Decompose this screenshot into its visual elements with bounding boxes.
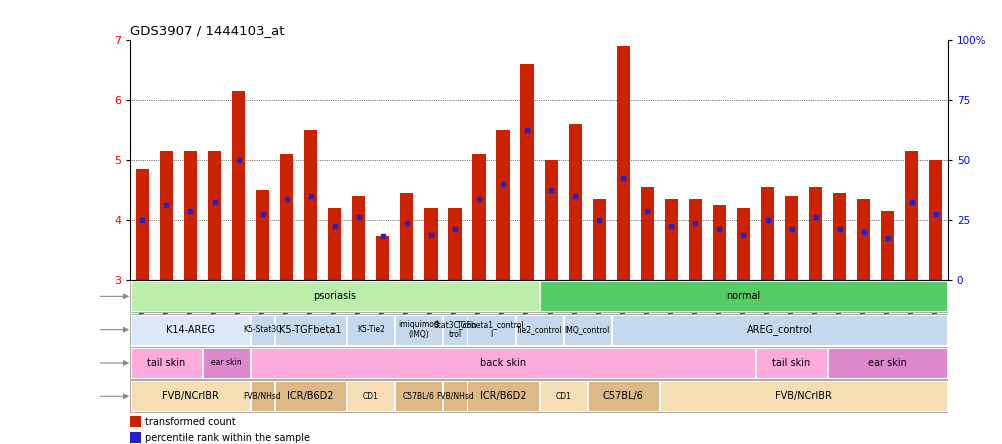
Text: IMQ_control: IMQ_control [564, 325, 609, 334]
Bar [376, 236, 389, 280]
Bar [467, 381, 538, 411]
Text: TGFbeta1_control
l: TGFbeta1_control l [457, 320, 524, 339]
Bar [207, 151, 220, 280]
Bar [250, 348, 755, 378]
Text: ICR/B6D2: ICR/B6D2 [479, 391, 526, 401]
Bar [395, 381, 442, 411]
Bar [256, 190, 269, 280]
Bar [496, 130, 509, 280]
Bar [280, 154, 293, 280]
Bar [250, 315, 274, 345]
Text: K5-Stat3C: K5-Stat3C [243, 325, 282, 334]
Bar [352, 196, 365, 280]
Text: CD1: CD1 [555, 392, 570, 401]
Bar [275, 381, 346, 411]
Bar [640, 187, 653, 280]
Bar [664, 199, 677, 280]
Text: FVB/NCrIBR: FVB/NCrIBR [775, 391, 832, 401]
Bar [568, 124, 581, 280]
Bar [135, 169, 149, 280]
Bar [712, 205, 725, 280]
Bar [130, 416, 141, 427]
Bar [347, 315, 394, 345]
Bar [130, 281, 538, 311]
Bar [443, 381, 466, 411]
Text: normal: normal [725, 291, 760, 301]
Bar [448, 208, 461, 280]
Text: FVB/NHsd: FVB/NHsd [243, 392, 282, 401]
Bar [809, 187, 822, 280]
Bar [736, 208, 749, 280]
Bar [928, 160, 942, 280]
Bar [659, 381, 947, 411]
Bar [833, 193, 846, 280]
Bar [202, 348, 249, 378]
Text: tail skin: tail skin [772, 358, 810, 368]
Bar [539, 281, 947, 311]
Text: tail skin: tail skin [147, 358, 185, 368]
Text: FVB/NHsd: FVB/NHsd [436, 392, 473, 401]
Bar [688, 199, 701, 280]
Bar [130, 315, 249, 345]
Text: K5-TGFbeta1: K5-TGFbeta1 [280, 325, 342, 335]
Bar [472, 154, 485, 280]
Bar [159, 151, 173, 280]
Text: ear skin: ear skin [211, 358, 241, 368]
Bar [395, 315, 442, 345]
Text: Tie2_control: Tie2_control [515, 325, 562, 334]
Bar [467, 315, 514, 345]
Bar [880, 211, 894, 280]
Bar [756, 348, 827, 378]
Bar [250, 381, 274, 411]
Bar [275, 315, 346, 345]
Text: back skin: back skin [480, 358, 526, 368]
Bar [592, 199, 605, 280]
Bar [424, 208, 437, 280]
Text: C57BL/6: C57BL/6 [602, 391, 643, 401]
Bar [347, 381, 394, 411]
Bar [231, 91, 244, 280]
Bar [515, 315, 562, 345]
Bar [828, 348, 947, 378]
Bar [761, 187, 774, 280]
Bar [904, 151, 918, 280]
Text: percentile rank within the sample: percentile rank within the sample [145, 433, 310, 443]
Text: FVB/NCrIBR: FVB/NCrIBR [162, 391, 218, 401]
Bar [183, 151, 197, 280]
Bar [130, 381, 249, 411]
Bar [539, 381, 586, 411]
Text: GDS3907 / 1444103_at: GDS3907 / 1444103_at [130, 24, 285, 37]
Bar [400, 193, 413, 280]
Text: imiquimod
(IMQ): imiquimod (IMQ) [398, 320, 439, 339]
Text: ICR/B6D2: ICR/B6D2 [288, 391, 334, 401]
Text: K5-Tie2: K5-Tie2 [357, 325, 385, 334]
Bar [328, 208, 341, 280]
Bar [130, 432, 141, 444]
Bar [587, 381, 658, 411]
Bar [130, 348, 201, 378]
Bar [611, 315, 947, 345]
Bar [304, 130, 317, 280]
Bar [785, 196, 798, 280]
Text: AREG_control: AREG_control [745, 324, 812, 335]
Bar [616, 46, 629, 280]
Text: psoriasis: psoriasis [313, 291, 356, 301]
Bar [443, 315, 466, 345]
Text: K14-AREG: K14-AREG [165, 325, 214, 335]
Bar [520, 64, 533, 280]
Bar [857, 199, 870, 280]
Text: transformed count: transformed count [145, 416, 235, 427]
Text: CD1: CD1 [363, 392, 379, 401]
Text: Stat3C_con
trol: Stat3C_con trol [433, 320, 476, 339]
Bar [544, 160, 557, 280]
Bar [563, 315, 610, 345]
Text: ear skin: ear skin [868, 358, 906, 368]
Text: C57BL/6: C57BL/6 [403, 392, 435, 401]
